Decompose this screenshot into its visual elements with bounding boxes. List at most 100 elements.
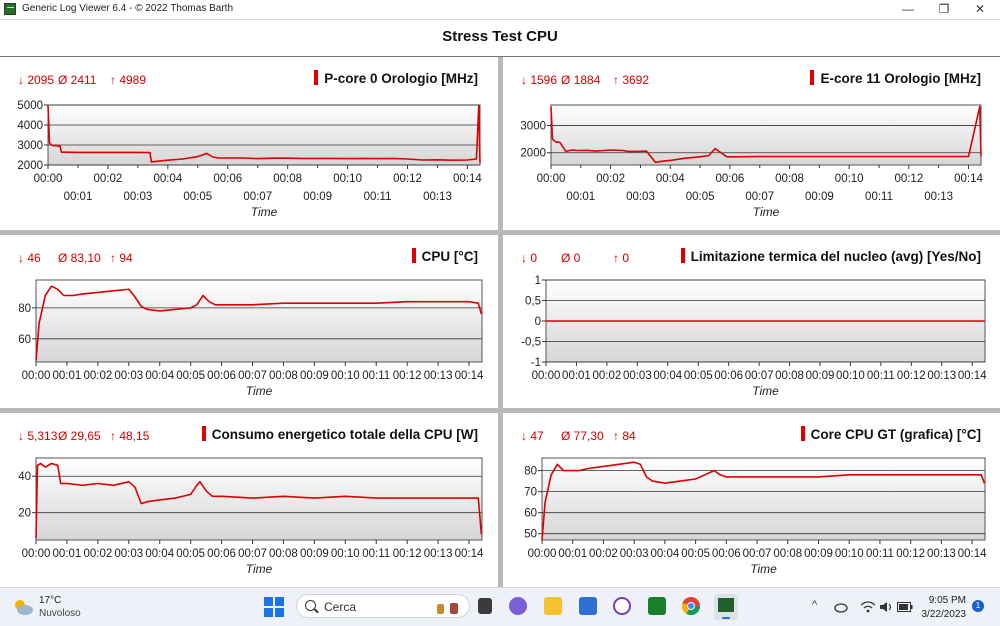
task-view-icon: [478, 598, 492, 614]
horizontal-splitter[interactable]: [0, 230, 1000, 235]
vertical-splitter[interactable]: [498, 57, 503, 587]
title-bar: Generic Log Viewer 6.4 - © 2022 Thomas B…: [0, 0, 1000, 20]
store-button[interactable]: [579, 597, 597, 615]
x-tick-label: 00:02: [83, 548, 112, 560]
x-tick-label: 00:08: [775, 370, 804, 382]
close-button[interactable]: ✕: [974, 2, 986, 16]
chart-title-text: Consumo energetico totale della CPU [W]: [211, 427, 478, 442]
y-tick-label: 1: [535, 275, 541, 287]
plot-area: [35, 279, 483, 363]
x-tick-label: 00:13: [927, 548, 956, 560]
file-explorer-button[interactable]: [544, 597, 562, 615]
stat-max: ↑ 48,15: [110, 429, 150, 443]
x-tick-label: 00:01: [53, 548, 82, 560]
x-tick-label: 00:08: [773, 548, 802, 560]
x-tick-label: 00:03: [620, 548, 649, 560]
x-tick-label: 00:04: [653, 370, 682, 382]
x-tick-label: 00:04: [145, 370, 174, 382]
x-tick-label: 00:14: [958, 548, 987, 560]
x-tick-label: 00:14: [453, 173, 482, 185]
x-tick-label: 00:05: [684, 370, 713, 382]
x-tick-label: 00:08: [775, 173, 804, 185]
clock[interactable]: 9:05 PM 3/22/2023: [922, 594, 967, 622]
tray-chevron[interactable]: ^: [812, 599, 818, 611]
y-tick-label: 3000: [17, 140, 43, 152]
page-title: Stress Test CPU: [442, 28, 558, 45]
notification-badge[interactable]: 1: [972, 600, 984, 612]
x-tick-label: 00:10: [333, 173, 362, 185]
x-tick-label: 00:01: [53, 370, 82, 382]
legend-swatch: [201, 426, 206, 441]
y-tick-label: 2000: [520, 148, 546, 160]
plot-area: [35, 457, 483, 541]
teams-button[interactable]: [509, 597, 527, 615]
stat-max: ↑ 84: [613, 429, 636, 443]
chrome-button[interactable]: [681, 597, 700, 620]
search-highlight-icon: [437, 603, 458, 614]
x-tick-label: 00:05: [176, 370, 205, 382]
x-tick-label: 00:06: [213, 173, 242, 185]
x-tick-label: 00:02: [83, 370, 112, 382]
y-tick-label: 2000: [17, 160, 43, 172]
x-tick-label: 00:03: [626, 191, 655, 203]
chart-title: Core CPU GT (grafica) [°C]: [800, 426, 981, 442]
onedrive-icon[interactable]: [834, 601, 848, 613]
legend-swatch: [314, 70, 319, 85]
x-tick-label: 00:14: [455, 370, 484, 382]
x-axis-label: Time: [246, 384, 273, 398]
x-tick-label: 00:06: [712, 548, 741, 560]
x-tick-label: 00:01: [566, 191, 595, 203]
x-tick-label: 00:05: [176, 548, 205, 560]
task-view-button[interactable]: [476, 597, 494, 615]
x-tick-label: 00:00: [22, 370, 51, 382]
y-tick-label: -0,5: [521, 337, 541, 349]
chart-panel-pcore-clock: ↓ 2095 Ø 2411 ↑ 4989 P-core 0 Orologio [MHz…: [0, 57, 498, 230]
stat-min: ↓ 5,313: [18, 429, 58, 443]
maximize-button[interactable]: ❐: [938, 2, 950, 16]
y-tick-label: 4000: [17, 120, 43, 132]
chart-panel-cpu-temp: ↓ 46 Ø 83,10 ↑ 94 CPU [°C] 60 80 00:00 00:01 00:…: [0, 235, 498, 408]
x-tick-label: 00:03: [114, 548, 143, 560]
wifi-icon[interactable]: [860, 600, 876, 614]
window-title: Generic Log Viewer 6.4 - © 2022 Thomas B…: [22, 3, 234, 14]
log-viewer-taskbar-button[interactable]: [714, 594, 738, 620]
legend-swatch: [680, 248, 685, 263]
stat-max: ↑ 94: [110, 251, 133, 265]
xbox-button[interactable]: [648, 597, 666, 615]
weather-temp: 17°C: [39, 595, 62, 606]
start-button[interactable]: [264, 597, 284, 622]
x-tick-label: 00:12: [896, 548, 925, 560]
x-tick-label: 00:12: [897, 370, 926, 382]
x-tick-label: 00:01: [558, 548, 587, 560]
store-icon: [579, 597, 597, 615]
x-tick-label: 00:06: [714, 370, 743, 382]
app-button[interactable]: [613, 597, 631, 615]
x-tick-label: 00:06: [716, 173, 745, 185]
stat-min: ↓ 46: [18, 251, 41, 265]
taskbar-search[interactable]: Cerca: [296, 594, 470, 618]
x-tick-label: 00:09: [804, 548, 833, 560]
chart-title: CPU [°C]: [411, 248, 478, 264]
stat-avg: Ø 2411: [58, 73, 97, 87]
battery-icon[interactable]: [897, 602, 913, 612]
y-tick-label: 70: [524, 487, 537, 499]
log-viewer-icon: [718, 598, 734, 612]
minimize-button[interactable]: —: [902, 2, 914, 16]
stat-min: ↓ 47: [521, 429, 544, 443]
stat-max: ↑ 0: [613, 251, 630, 265]
horizontal-splitter[interactable]: [0, 408, 1000, 413]
x-tick-label: 00:07: [745, 191, 774, 203]
x-tick-label: 00:11: [362, 370, 390, 382]
volume-icon[interactable]: [879, 600, 893, 614]
x-tick-label: 00:10: [835, 548, 864, 560]
chart-title-text: Limitazione termica del nucleo (avg) [Ye…: [690, 249, 981, 264]
x-tick-label: 00:09: [806, 370, 835, 382]
x-tick-label: 00:14: [455, 548, 484, 560]
x-tick-label: 00:09: [805, 191, 834, 203]
